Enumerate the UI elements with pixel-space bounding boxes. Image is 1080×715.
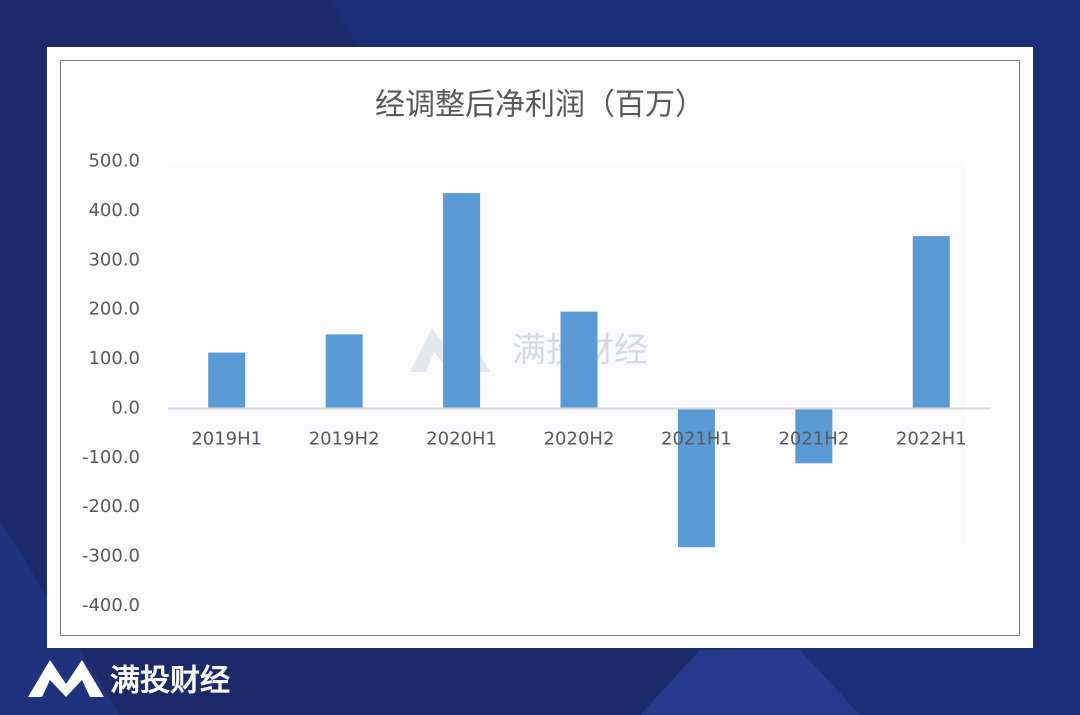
bar: [677, 408, 715, 548]
brand-logo: [28, 660, 104, 697]
y-tick-label: -300.0: [82, 546, 140, 567]
y-tick-label: 200.0: [88, 299, 140, 320]
chart-title: 经调整后净利润（百万）: [375, 88, 705, 123]
y-tick-label: 0.0: [111, 397, 140, 418]
x-tick-label: 2019H1: [191, 428, 262, 449]
brand-name: 满投财经: [110, 664, 230, 699]
x-tick-label: 2021H2: [778, 428, 849, 449]
x-tick-label: 2020H1: [426, 428, 497, 449]
bar: [912, 236, 950, 409]
x-tick-label: 2019H2: [309, 428, 380, 449]
x-tick-label: 2022H1: [896, 428, 967, 449]
y-tick-label: 400.0: [88, 200, 140, 221]
bar: [325, 334, 363, 409]
bar: [443, 193, 481, 409]
y-tick-label: -400.0: [82, 595, 140, 616]
y-tick-label: -200.0: [82, 496, 140, 517]
background-shape: [640, 650, 860, 715]
bar: [208, 352, 246, 409]
y-tick-label: 100.0: [88, 348, 140, 369]
bar: [560, 311, 598, 409]
y-tick-label: 500.0: [88, 151, 140, 172]
y-tick-label: 300.0: [88, 249, 140, 270]
x-tick-label: 2021H1: [661, 428, 732, 449]
x-tick-label: 2020H2: [544, 428, 615, 449]
bar: [795, 408, 833, 464]
y-tick-label: -100.0: [82, 447, 140, 468]
